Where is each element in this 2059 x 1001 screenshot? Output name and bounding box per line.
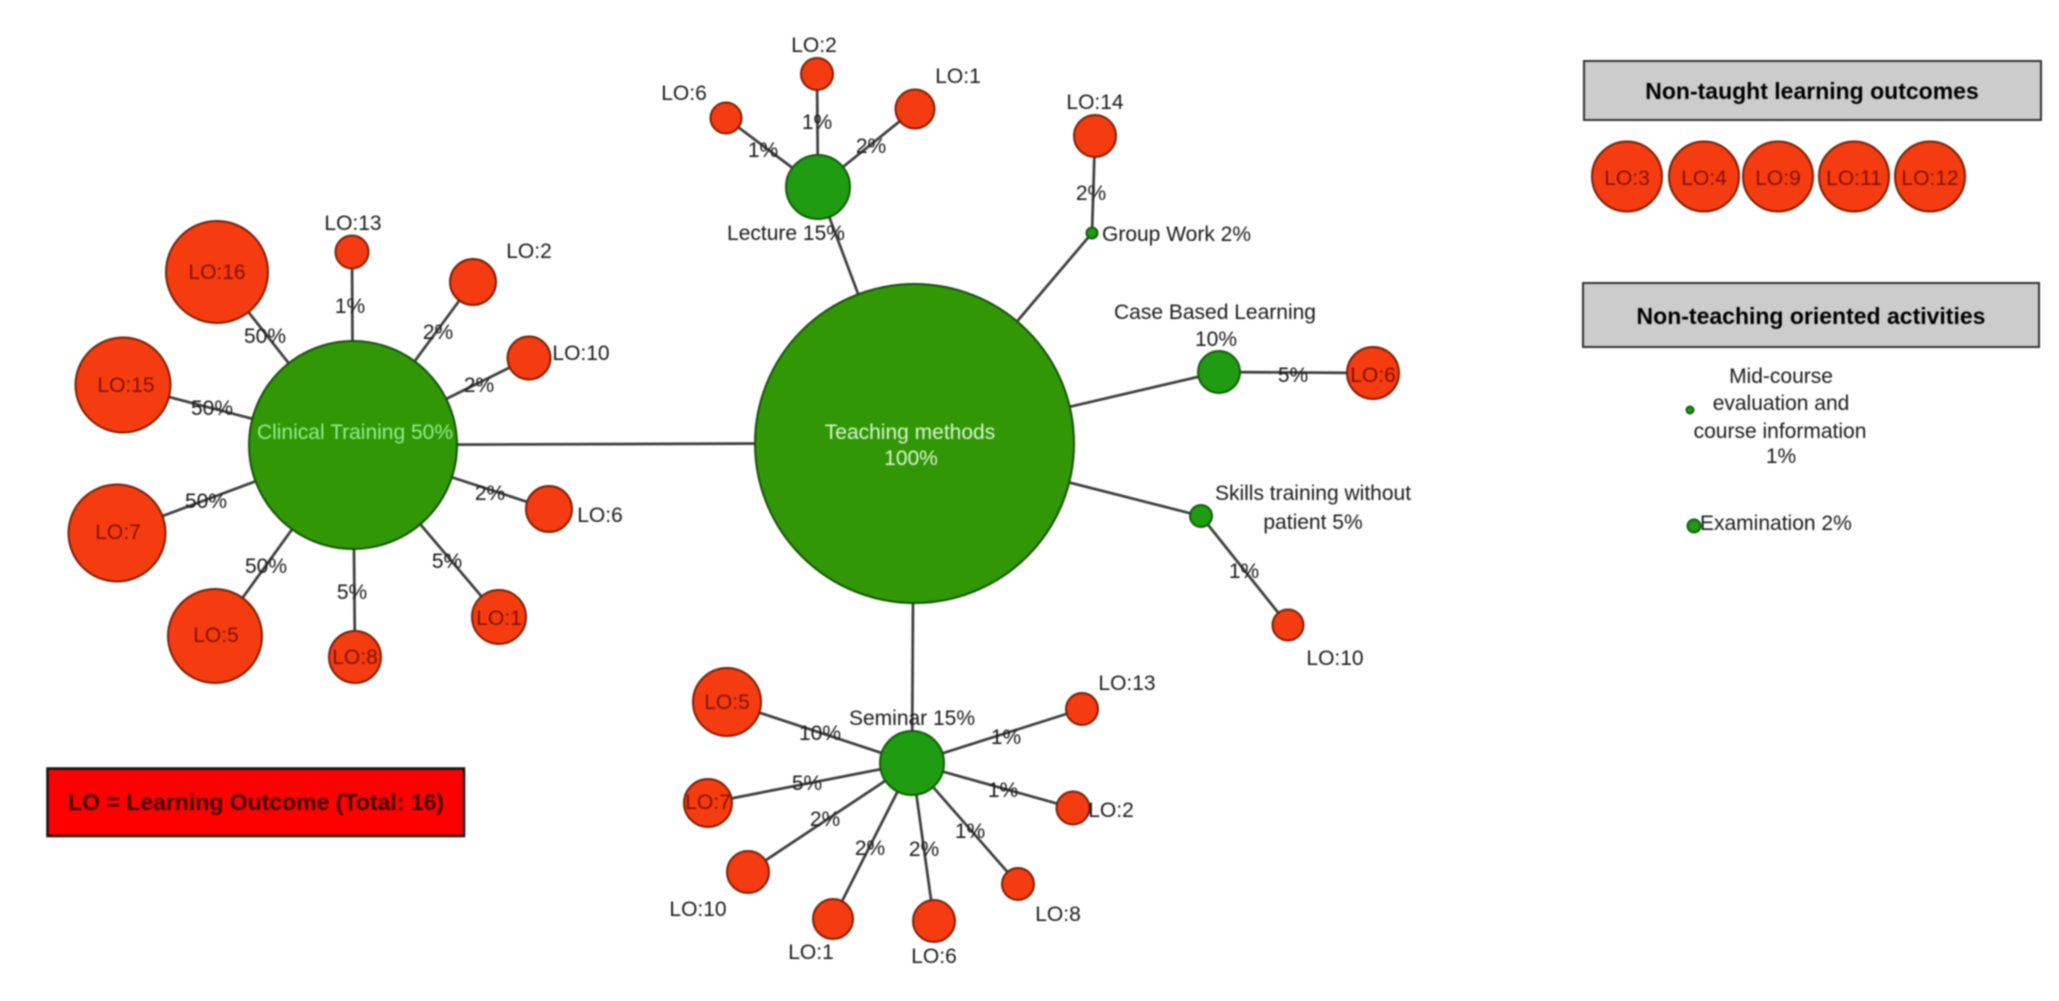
svg-text:LO:5: LO:5 [193,624,239,647]
svg-text:LO:6: LO:6 [577,504,623,527]
svg-text:2%: 2% [1076,182,1106,205]
svg-text:5%: 5% [432,550,462,573]
svg-text:Teaching methods: Teaching methods [825,421,995,444]
svg-text:1%: 1% [955,820,985,843]
svg-text:LO:10: LO:10 [552,342,609,365]
svg-text:Non-teaching oriented activiti: Non-teaching oriented activities [1637,303,1986,329]
svg-text:5%: 5% [792,772,822,795]
svg-text:LO:3: LO:3 [1604,167,1650,190]
svg-text:LO:15: LO:15 [97,374,154,397]
svg-text:LO:1: LO:1 [788,941,834,964]
svg-text:LO:6: LO:6 [1350,364,1396,387]
svg-text:patient 5%: patient 5% [1263,511,1362,534]
svg-text:course information: course information [1694,420,1867,443]
svg-text:LO:16: LO:16 [188,261,245,284]
svg-text:2%: 2% [475,482,505,505]
svg-text:1%: 1% [1766,445,1796,468]
svg-text:evaluation and: evaluation and [1713,392,1850,415]
svg-text:LO:10: LO:10 [1306,647,1363,670]
svg-text:LO:2: LO:2 [791,34,837,57]
svg-text:LO:1: LO:1 [935,65,981,88]
svg-text:LO:12: LO:12 [1901,167,1958,190]
svg-text:Clinical Training 50%: Clinical Training 50% [257,421,453,444]
svg-text:LO = Learning Outcome (Total:: LO = Learning Outcome (Total: 16) [68,789,444,815]
svg-text:1%: 1% [991,726,1021,749]
svg-text:Examination 2%: Examination 2% [1700,512,1852,535]
svg-text:LO:2: LO:2 [1088,799,1134,822]
svg-text:100%: 100% [884,447,938,470]
svg-text:LO:11: LO:11 [1826,167,1882,190]
svg-text:10%: 10% [1195,328,1237,351]
svg-text:5%: 5% [1278,364,1308,387]
svg-text:5%: 5% [337,581,367,604]
svg-text:Non-taught learning outcomes: Non-taught learning outcomes [1645,78,1979,104]
svg-text:1%: 1% [802,111,832,134]
svg-text:10%: 10% [799,722,841,745]
svg-text:LO:10: LO:10 [669,898,726,921]
svg-text:LO:8: LO:8 [1035,903,1081,926]
svg-text:LO:8: LO:8 [332,646,378,669]
svg-text:2%: 2% [855,837,885,860]
svg-text:2%: 2% [464,374,494,397]
svg-text:Skills training without: Skills training without [1215,482,1411,505]
svg-text:Lecture 15%: Lecture 15% [727,222,845,245]
svg-text:50%: 50% [245,555,287,578]
svg-text:2%: 2% [423,321,453,344]
svg-text:LO:6: LO:6 [911,945,957,968]
svg-text:LO:6: LO:6 [661,82,707,105]
svg-text:1%: 1% [748,139,778,162]
svg-text:Group Work 2%: Group Work 2% [1102,223,1251,246]
svg-text:LO:2: LO:2 [506,240,552,263]
svg-text:LO:4: LO:4 [1681,167,1727,190]
svg-text:50%: 50% [185,490,227,513]
svg-text:LO:14: LO:14 [1066,91,1124,114]
svg-text:50%: 50% [191,397,233,420]
svg-text:LO:5: LO:5 [704,691,750,714]
svg-text:1%: 1% [1229,560,1259,583]
svg-text:1%: 1% [335,295,365,318]
svg-text:LO:13: LO:13 [324,212,381,235]
svg-text:LO:7: LO:7 [95,521,141,544]
svg-text:LO:9: LO:9 [1755,167,1801,190]
svg-text:Seminar 15%: Seminar 15% [849,707,975,730]
svg-text:Mid-course: Mid-course [1729,365,1833,388]
svg-text:50%: 50% [244,325,286,348]
svg-text:1%: 1% [988,779,1018,802]
svg-text:LO:13: LO:13 [1098,672,1155,695]
svg-text:LO:7: LO:7 [685,791,731,814]
svg-text:LO:1: LO:1 [476,607,522,630]
svg-text:Case Based Learning: Case Based Learning [1114,301,1316,324]
svg-text:2%: 2% [856,135,886,158]
svg-text:2%: 2% [909,838,939,861]
svg-text:2%: 2% [810,808,840,831]
